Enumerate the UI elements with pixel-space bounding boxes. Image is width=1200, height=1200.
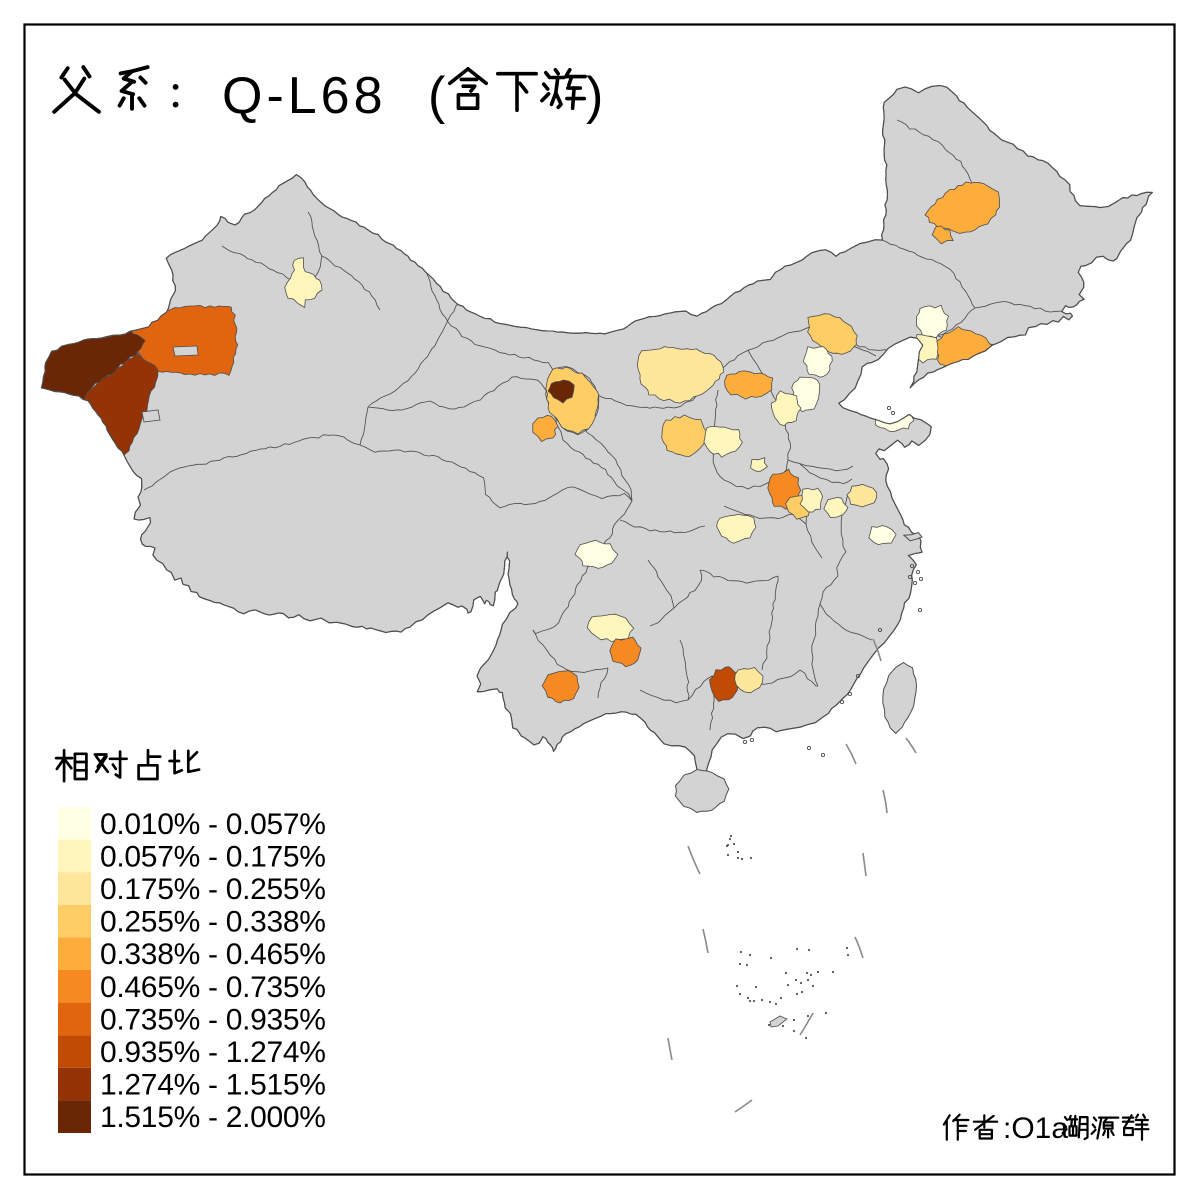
- svg-text:): ): [586, 67, 603, 125]
- svg-text:Q-L68: Q-L68: [222, 67, 387, 125]
- svg-text:0.735% - 0.935%: 0.735% - 0.935%: [100, 1003, 326, 1036]
- svg-text:0.255% - 0.338%: 0.255% - 0.338%: [100, 906, 326, 939]
- svg-text:0.465% - 0.735%: 0.465% - 0.735%: [100, 971, 326, 1004]
- svg-text:0.935% - 1.274%: 0.935% - 1.274%: [100, 1036, 326, 1069]
- svg-text:1.515% - 2.000%: 1.515% - 2.000%: [100, 1101, 326, 1134]
- svg-text:0.175% - 0.255%: 0.175% - 0.255%: [100, 873, 326, 906]
- svg-text:0.057% - 0.175%: 0.057% - 0.175%: [100, 840, 326, 873]
- svg-text:0.338% - 0.465%: 0.338% - 0.465%: [100, 938, 326, 971]
- svg-text::O1a: :O1a: [1003, 1112, 1068, 1145]
- svg-text:(: (: [428, 67, 446, 125]
- svg-text:1.274% - 1.515%: 1.274% - 1.515%: [100, 1069, 326, 1102]
- svg-text:0.010% - 0.057%: 0.010% - 0.057%: [100, 808, 326, 841]
